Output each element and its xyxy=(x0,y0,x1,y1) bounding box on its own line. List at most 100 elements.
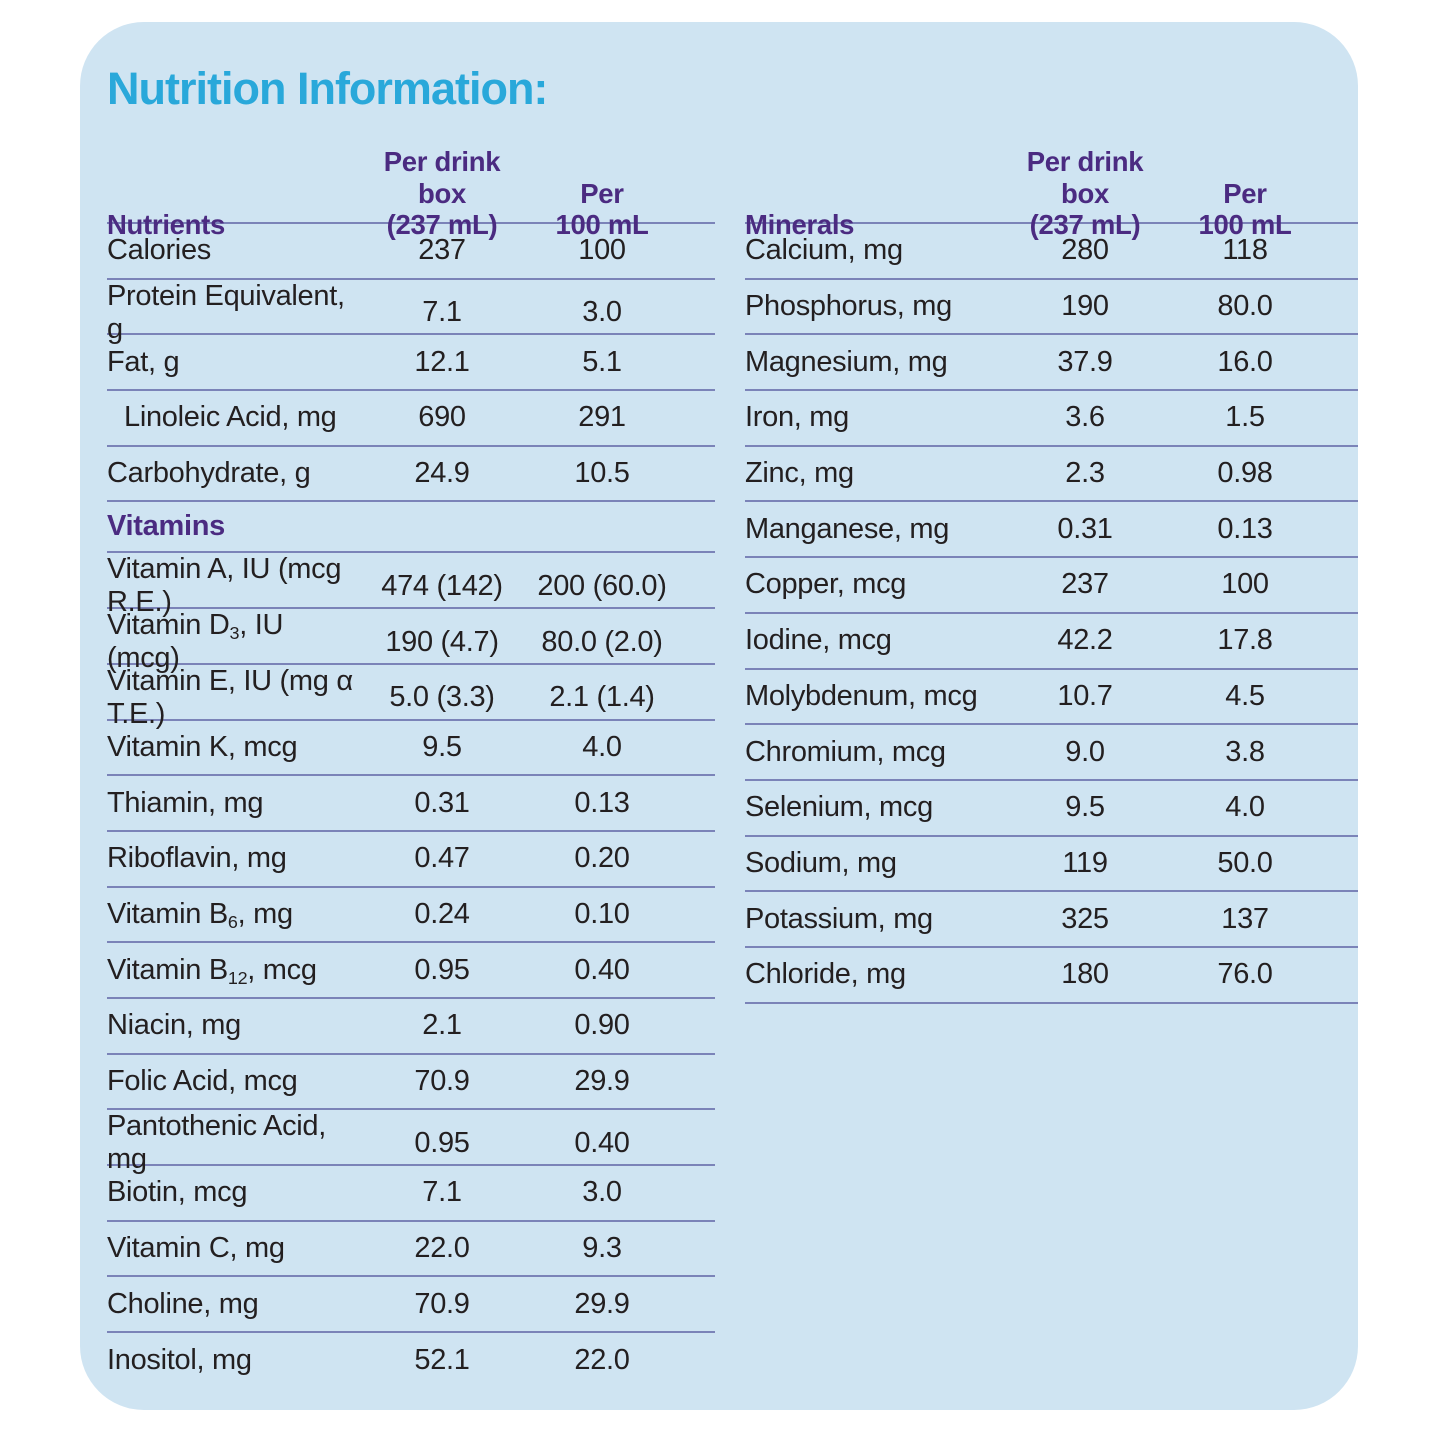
row-value-per-100ml: 100 xyxy=(578,234,626,267)
row-label: Carbohydrate, g xyxy=(107,457,357,490)
row-value-per-100ml: 22.0 xyxy=(574,1344,630,1377)
row-label-text: Protein Equivalent, g xyxy=(107,279,345,345)
row-value-per-100ml: 118 xyxy=(1222,234,1268,267)
row-value-per-drink-box: 190 (4.7) xyxy=(385,625,499,658)
row-label: Vitamin D3, IU (mcg) xyxy=(107,609,357,675)
row-label-text: Vitamin C, mg xyxy=(107,1232,285,1265)
table-row: Potassium, mg 325 137 xyxy=(745,892,1358,948)
row-label: Thiamin, mg xyxy=(107,787,357,820)
row-label: Manganese, mg xyxy=(745,513,1000,546)
row-label: Iron, mg xyxy=(745,401,1000,434)
nutrients-table-header: Nutrients Per drink box (237 mL) Per 100… xyxy=(107,146,715,240)
row-value-per-100ml: 80.0 xyxy=(1217,290,1273,323)
row-value-per-drink-box: 690 xyxy=(418,401,466,434)
row-value-per-100ml: 0.13 xyxy=(574,786,630,819)
table-row: Protein Equivalent, g 7.1 3.0 xyxy=(107,280,715,345)
row-label: Sodium, mg xyxy=(745,847,1000,880)
row-label: Protein Equivalent, g xyxy=(107,280,357,346)
row-value-per-100ml: 16.0 xyxy=(1217,345,1273,378)
row-value-per-100ml: 200 (60.0) xyxy=(537,569,667,602)
tables-container: Nutrients Per drink box (237 mL) Per 100… xyxy=(107,116,1358,1389)
row-label-text: Magnesium, mg xyxy=(745,345,948,378)
row-value-per-100ml: 4.5 xyxy=(1225,679,1265,712)
vitamins-section-label: Vitamins xyxy=(107,510,225,543)
table-row: Sodium, mg 119 50.0 xyxy=(745,837,1358,893)
row-value-per-drink-box: 190 xyxy=(1061,290,1109,323)
row-label: Biotin, mcg xyxy=(107,1176,357,1209)
row-value-per-100ml: 9.3 xyxy=(582,1232,622,1265)
row-value-per-100ml: 0.90 xyxy=(574,1009,630,1042)
row-label: Calcium, mg xyxy=(745,234,1000,267)
table-row: Molybdenum, mcg 10.7 4.5 xyxy=(745,670,1358,726)
row-value-per-100ml: 100 xyxy=(1221,568,1269,601)
row-label-text: Copper, mcg xyxy=(745,568,907,601)
table-row: Zinc, mg 2.3 0.98 xyxy=(745,447,1358,503)
table-row: Biotin, mcg 7.1 3.0 xyxy=(107,1166,715,1222)
table-row: Calories 237 100 xyxy=(107,224,715,280)
row-value-per-drink-box: 180 xyxy=(1061,958,1109,991)
row-value-per-drink-box: 237 xyxy=(418,234,466,267)
row-value-per-drink-box: 2.3 xyxy=(1065,457,1105,490)
table-row: Vitamin E, IU (mg α T.E.) 5.0 (3.3) 2.1 … xyxy=(107,665,715,730)
row-value-per-drink-box: 0.31 xyxy=(414,786,470,819)
row-value-per-drink-box: 42.2 xyxy=(1057,624,1113,657)
row-label-text: Phosphorus, mg xyxy=(745,290,952,323)
row-label: Phosphorus, mg xyxy=(745,290,1000,323)
header-line-2: (237 mL) xyxy=(386,209,498,241)
row-label: Choline, mg xyxy=(107,1288,357,1321)
table-row: Pantothenic Acid, mg 0.95 0.40 xyxy=(107,1110,715,1175)
row-value-per-drink-box: 7.1 xyxy=(422,1176,462,1209)
row-label-text: Vitamin K, mcg xyxy=(107,730,298,763)
row-label-text: Linoleic Acid, mg xyxy=(124,401,337,434)
row-label-suffix: , mcg xyxy=(247,953,317,986)
row-value-per-100ml: 137 xyxy=(1221,902,1269,935)
nutrients-table: Nutrients Per drink box (237 mL) Per 100… xyxy=(107,116,715,1389)
row-label: Selenium, mcg xyxy=(745,791,1000,824)
row-label-text: Iron, mg xyxy=(745,401,849,434)
row-label-text: Manganese, mg xyxy=(745,512,950,545)
row-label: Molybdenum, mcg xyxy=(745,680,1000,713)
table-row: Copper, mcg 237 100 xyxy=(745,558,1358,614)
row-value-per-drink-box: 70.9 xyxy=(414,1287,470,1320)
row-label-text: Pantothenic Acid, mg xyxy=(107,1110,326,1176)
header-line-2: (237 mL) xyxy=(1029,209,1141,241)
table-row: Vitamin B12, mcg 0.95 0.40 xyxy=(107,943,715,999)
row-label-text: Selenium, mcg xyxy=(745,791,933,824)
table-row: Vitamin A, IU (mcg R.E.) 474 (142) 200 (… xyxy=(107,553,715,618)
row-label-subscript: 12 xyxy=(227,967,248,988)
row-value-per-drink-box: 325 xyxy=(1061,902,1109,935)
minerals-rows: Calcium, mg 280 118 Phosphorus, mg 190 8… xyxy=(745,224,1358,1004)
row-value-per-100ml: 4.0 xyxy=(582,730,622,763)
row-label-text: Molybdenum, mcg xyxy=(745,679,978,712)
row-value-per-100ml: 3.8 xyxy=(1225,735,1265,768)
column-header-per-drink-box: Per drink box (237 mL) xyxy=(1000,146,1170,241)
row-value-per-drink-box: 12.1 xyxy=(414,345,470,378)
row-value-per-100ml: 5.1 xyxy=(582,345,622,378)
row-value-per-drink-box: 70.9 xyxy=(414,1064,470,1097)
row-label: Linoleic Acid, mg xyxy=(107,401,357,434)
table-row: Selenium, mcg 9.5 4.0 xyxy=(745,781,1358,837)
row-label-text: Vitamin B xyxy=(107,953,228,986)
row-value-per-100ml: 17.8 xyxy=(1217,624,1273,657)
table-row: Chloride, mg 180 76.0 xyxy=(745,948,1358,1004)
vitamins-rows: Vitamin A, IU (mcg R.E.) 474 (142) 200 (… xyxy=(107,553,715,1388)
row-label: Chloride, mg xyxy=(745,958,1000,991)
row-value-per-100ml: 291 xyxy=(578,401,626,434)
table-row: Calcium, mg 280 118 xyxy=(745,224,1358,280)
row-label: Fat, g xyxy=(107,346,357,379)
row-label-text: Fat, g xyxy=(107,345,180,378)
row-value-per-100ml: 50.0 xyxy=(1217,846,1273,879)
row-label-text: Choline, mg xyxy=(107,1287,259,1320)
row-value-per-100ml: 80.0 (2.0) xyxy=(541,625,663,658)
table-row: Vitamin D3, IU (mcg) 190 (4.7) 80.0 (2.0… xyxy=(107,609,715,674)
header-line-1: Per xyxy=(1223,177,1267,209)
row-label: Vitamin B12, mcg xyxy=(107,953,357,988)
row-label-text: Calories xyxy=(107,234,211,267)
row-label-text: Niacin, mg xyxy=(107,1009,241,1042)
row-value-per-drink-box: 22.0 xyxy=(414,1232,470,1265)
row-value-per-drink-box: 5.0 (3.3) xyxy=(389,681,495,714)
row-label-text: Folic Acid, mcg xyxy=(107,1064,298,1097)
table-row: Vitamin B6, mg 0.24 0.10 xyxy=(107,888,715,944)
minerals-table: Minerals Per drink box (237 mL) Per 100 … xyxy=(745,116,1358,1389)
table-row: Riboflavin, mg 0.47 0.20 xyxy=(107,832,715,888)
